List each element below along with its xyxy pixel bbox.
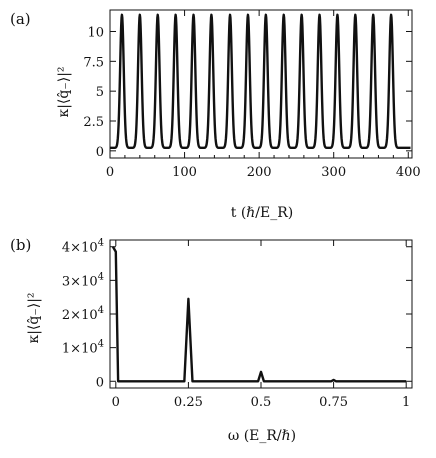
panel-a-y-tick-label: 5: [96, 85, 104, 100]
panel-b-label: (b): [10, 236, 31, 254]
panel-a-x-tick-label: 400: [396, 165, 421, 180]
panel-b-y-tick-label: 2×104: [62, 305, 104, 323]
panel-b-x-tick-label: 0: [112, 395, 120, 410]
panel-a-series: [109, 13, 412, 150]
panel-a-x-axis-label: t (ℏ/E_R): [231, 205, 294, 221]
panel-b-x-tick-label: 1: [402, 395, 410, 410]
panel-b-x-axis-label: ω (E_R/ℏ): [228, 428, 296, 444]
panel-a-y-tick-label: 2.5: [83, 115, 104, 130]
panel-a: (a) 0 2.5 5 7.5 10 0 100 200 300 400 κ|⟨q̂₋⟩|² t…: [10, 9, 421, 221]
panel-a-x-axis: 0 100 200 300 400: [106, 10, 421, 180]
panel-b-x-axis: 0 0.25 0.5 0.75 1: [112, 240, 410, 410]
panel-a-x-tick-label: 0: [106, 165, 114, 180]
panel-b-frame: [109, 239, 413, 389]
panel-a-y-axis: 0 2.5 5 7.5 10: [83, 25, 412, 160]
panel-a-y-tick-label: 0: [96, 145, 104, 160]
panel-a-frame: [109, 9, 413, 159]
panel-b-series: [111, 246, 407, 383]
panel-b-y-axis: 0 1×104 2×104 3×104 4×104: [62, 238, 412, 390]
panel-b-series-line: [111, 246, 407, 383]
panel-a-x-tick-label: 100: [172, 165, 197, 180]
panel-b-x-tick-label: 0.25: [174, 395, 203, 410]
panel-a-y-tick-label: 7.5: [83, 55, 104, 70]
panel-a-y-tick-label: 10: [87, 25, 104, 40]
panel-a-y-axis-label: κ|⟨q̂₋⟩|²: [56, 66, 72, 117]
panel-a-label: (a): [10, 10, 31, 28]
panel-a-series-line: [109, 13, 412, 150]
panel-a-x-tick-label: 300: [321, 165, 346, 180]
panel-b-y-tick-label: 3×104: [62, 271, 104, 289]
panel-b-y-tick-label: 4×104: [62, 238, 104, 256]
panel-b-y-tick-label: 1×104: [62, 339, 104, 357]
panel-b-y-tick-label: 0: [96, 375, 104, 390]
panel-a-x-tick-label: 200: [247, 165, 272, 180]
panel-b-x-tick-label: 0.75: [319, 395, 348, 410]
panel-b-x-tick-label: 0.5: [251, 395, 272, 410]
panel-b-y-axis-label: κ|⟨q̂₋⟩|²: [26, 292, 42, 343]
